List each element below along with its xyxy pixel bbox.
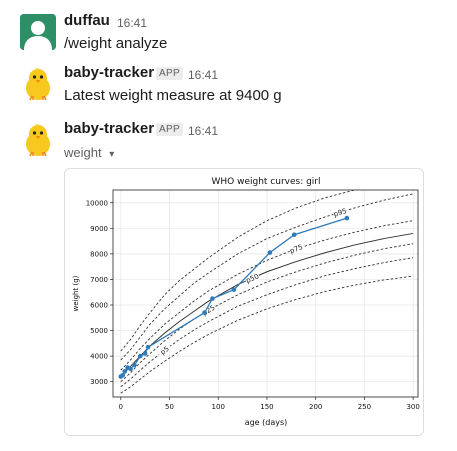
plot-frame: [112, 189, 419, 398]
x-tick-label: 50: [165, 403, 174, 411]
x-axis-label: age (days): [245, 418, 288, 427]
percentile-curve: [120, 275, 414, 394]
curve-label-bg: [288, 242, 305, 256]
data-point: [267, 250, 273, 255]
avatar[interactable]: [20, 122, 56, 158]
app-badge: APP: [156, 67, 183, 80]
data-point: [122, 369, 127, 374]
x-tick-label: 100: [212, 403, 225, 411]
y-tick-label: 3000: [90, 378, 108, 386]
curve-label-p95: p95: [333, 207, 348, 219]
sender-name[interactable]: baby-tracker: [64, 120, 155, 137]
baby-chick-icon: [26, 123, 50, 157]
x-tick-label: 200: [309, 403, 322, 411]
x-tick-label: 250: [358, 403, 371, 411]
data-point: [137, 353, 143, 359]
series-line-weight: [120, 217, 348, 378]
curve-label-bg: [244, 271, 261, 285]
avatar[interactable]: [20, 66, 56, 102]
x-tick-label: 0: [119, 403, 123, 411]
data-point: [128, 366, 133, 372]
chart-attachment[interactable]: WHO weight curves: girl p5 p25 p50 p75 p95 0…: [64, 168, 424, 436]
curve-label-p5: p5: [159, 345, 171, 357]
sender-name[interactable]: duffau: [64, 12, 110, 29]
y-tick-label: 9000: [90, 225, 108, 233]
file-title-toggle[interactable]: weight ▾: [64, 145, 114, 160]
percentile-curve-p5: [120, 257, 414, 388]
curve-label-bg: [332, 206, 348, 219]
y-tick-label: 6000: [90, 302, 108, 310]
x-tick-label: 300: [406, 403, 419, 411]
data-point: [291, 232, 297, 238]
chart-title: WHO weight curves: girl: [211, 177, 320, 187]
message-text: /weight analyze: [64, 35, 168, 52]
data-point: [120, 372, 126, 378]
message-timestamp[interactable]: 16:41: [188, 68, 219, 82]
sender-name[interactable]: baby-tracker: [64, 64, 155, 81]
measurement-series: [118, 215, 350, 379]
percentile-curve: [120, 190, 357, 352]
chart-grid: [113, 190, 418, 397]
data-point: [344, 215, 350, 221]
y-tick-label: 5000: [90, 327, 108, 335]
y-tick-label: 8000: [90, 250, 108, 258]
percentile-curve-p75: [120, 220, 414, 371]
message-timestamp[interactable]: 16:41: [117, 16, 148, 30]
message-text: Latest weight measure at 9400 g: [64, 87, 282, 104]
y-tick-label: 7000: [90, 276, 108, 284]
y-axis-label: weight (g): [72, 275, 80, 311]
y-tick-label: 4000: [90, 353, 108, 361]
x-tick-label: 150: [260, 403, 273, 411]
file-title: weight: [64, 145, 102, 160]
y-tick-label: 10000: [86, 199, 108, 207]
message-timestamp[interactable]: 16:41: [188, 124, 219, 138]
axis-ticks: 0 50 100 150 200 250 300 3000 4000 5000 6000 7000 80…: [86, 199, 420, 411]
data-point: [142, 351, 148, 356]
baby-chick-icon: [26, 67, 50, 101]
data-point: [210, 296, 215, 301]
app-badge: APP: [156, 123, 183, 136]
data-point: [132, 362, 137, 368]
data-point: [231, 287, 237, 292]
user-avatar-icon: [20, 14, 56, 50]
data-point: [145, 344, 151, 350]
curve-label-bg: [156, 342, 173, 358]
data-point: [202, 310, 207, 315]
avatar[interactable]: [20, 14, 56, 50]
chevron-down-icon: ▾: [109, 149, 115, 160]
